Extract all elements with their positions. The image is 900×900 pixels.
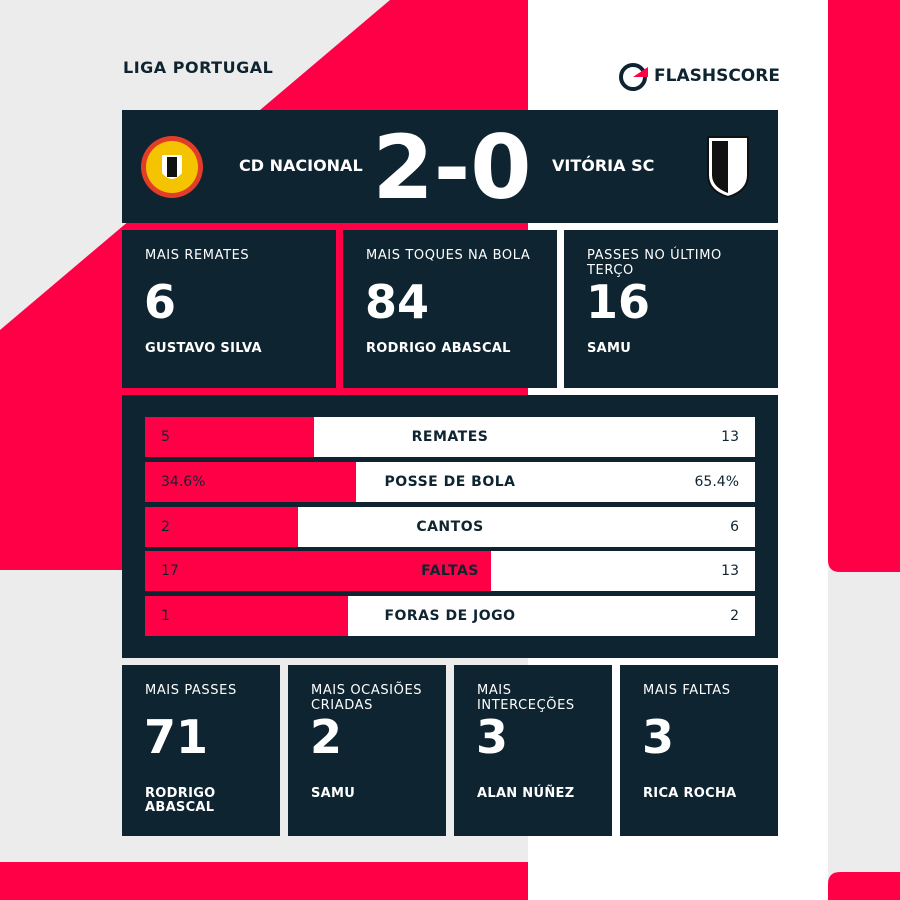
leader-value: 3 [476,710,509,764]
league: LIGA PORTUGAL [123,58,274,77]
leader-label: MAIS OCASIÕES CRIADAS [311,683,423,713]
away-value: 6 [730,518,739,535]
home-value: 2 [161,518,170,535]
leader-value: 3 [642,710,675,764]
leader-player: ALAN NÚÑEZ [477,786,575,801]
leader-player: RODRIGO ABASCAL [145,786,216,815]
leader-value: 16 [586,275,651,329]
home-value: 1 [161,608,170,625]
leader-box: MAIS TOQUES NA BOLA 84 RODRIGO ABASCAL [343,230,557,388]
leader-box: MAIS REMATES 6 GUSTAVO SILVA [122,230,336,388]
away-value: 65.4% [694,473,739,490]
score-panel: CD NACIONAL 2-0 VITÓRIA SC [122,110,778,223]
away-bar [314,417,755,457]
stat-row: 5 REMATES 13 [145,417,755,457]
home-bar [145,596,349,637]
leader-value: 6 [144,275,177,329]
away-bar [356,461,755,502]
away-bar [348,596,755,637]
leader-label: MAIS REMATES [145,248,250,263]
leader-box: MAIS INTERCEÇÕES 3 ALAN NÚÑEZ [454,665,612,836]
leader-label: MAIS FALTAS [643,683,731,698]
stat-name: REMATES [411,429,489,445]
leader-label: PASSES NO ÚLTIMO TERÇO [587,248,722,278]
home-crest [141,136,203,198]
home-bar [145,461,357,502]
leader-player: SAMU [587,341,632,356]
leader-label: MAIS PASSES [145,683,237,698]
leader-value: 84 [365,275,430,329]
stat-name: FALTAS [421,563,479,580]
stat-row: 17 FALTAS 13 [145,551,755,592]
stat-row: 1 FORAS DE JOGO 2 [145,596,755,637]
brand: FLASHSCORE [654,66,780,86]
leader-player: SAMU [311,786,356,801]
away-value: 13 [721,563,739,580]
leader-value: 2 [310,710,343,764]
away-value: 2 [730,608,739,625]
stat-name: POSSE DE BOLA [384,473,516,490]
home-bar [145,551,491,592]
leader-player: RICA ROCHA [643,786,737,801]
stat-row: 2 CANTOS 6 [145,506,755,547]
home-value: 5 [161,429,170,445]
home-value: 34.6% [161,473,206,490]
away-team: VITÓRIA SC [552,156,655,175]
stat-row: 34.6% POSSE DE BOLA 65.4% [145,461,755,502]
leader-value: 71 [144,710,209,764]
leader-player: GUSTAVO SILVA [145,341,262,356]
stat-name: CANTOS [416,518,484,535]
stat-name: FORAS DE JOGO [384,608,516,625]
home-bar [145,417,315,457]
leader-box: PASSES NO ÚLTIMO TERÇO 16 SAMU [564,230,778,388]
leader-label: MAIS TOQUES NA BOLA [366,248,531,263]
home-bar [145,506,298,547]
home-team: CD NACIONAL [239,156,363,175]
leader-box: MAIS FALTAS 3 RICA ROCHA [620,665,778,836]
away-crest [707,136,749,199]
leader-box: MAIS OCASIÕES CRIADAS 2 SAMU [288,665,446,836]
brand-icon [619,63,648,91]
leader-label: MAIS INTERCEÇÕES [477,683,575,713]
away-bar [297,506,755,547]
away-bar [490,551,755,592]
score: 2-0 [372,116,532,219]
home-value: 17 [161,563,179,580]
away-value: 13 [721,429,739,445]
leader-box: MAIS PASSES 71 RODRIGO ABASCAL [122,665,280,836]
leader-player: RODRIGO ABASCAL [366,341,511,356]
